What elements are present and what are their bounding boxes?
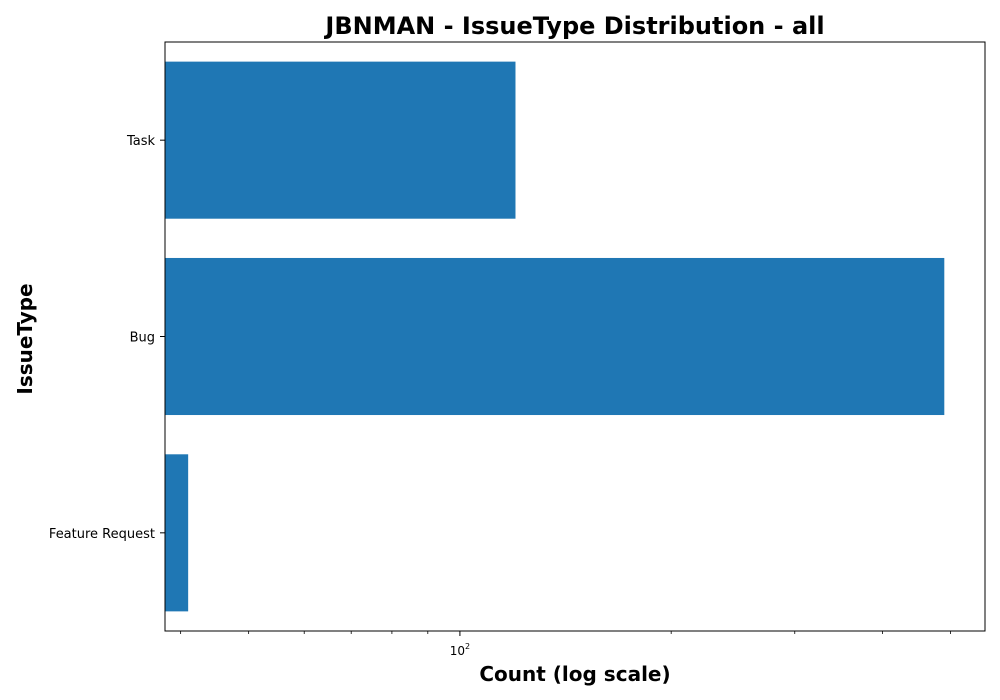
x-tick-label: 102: [450, 642, 470, 658]
y-axis-title: IssueType: [13, 283, 37, 394]
x-tick-exponent: 2: [465, 642, 470, 651]
bars-group: [165, 61, 945, 612]
y-tick-label: Bug: [130, 331, 155, 346]
x-axis-title: Count (log scale): [479, 662, 670, 686]
y-axis-ticks: Task Bug Feature Request: [49, 134, 165, 542]
y-tick-label: Feature Request: [49, 527, 155, 542]
y-tick-label: Task: [126, 134, 156, 149]
bar-task: [165, 61, 516, 219]
bar-feature-request: [165, 454, 189, 612]
x-tick-base: 10: [450, 644, 465, 658]
chart-title: JBNMAN - IssueType Distribution - all: [323, 12, 824, 40]
x-axis-ticks: 102: [180, 631, 951, 658]
bar-bug: [165, 257, 945, 416]
